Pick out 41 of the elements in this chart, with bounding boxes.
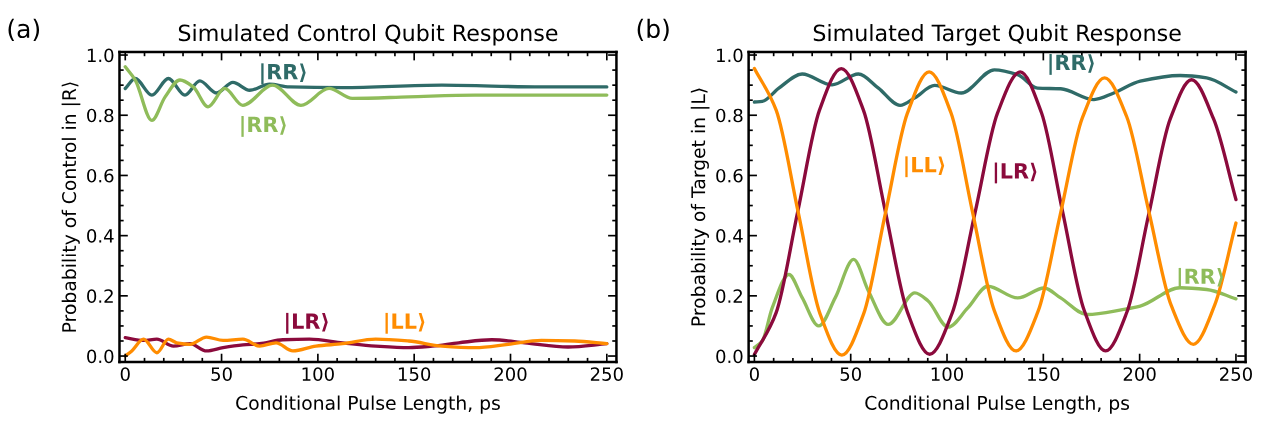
x-tick-label: 0: [120, 367, 130, 381]
x-tick-label: 100: [931, 367, 964, 381]
text: (b): [637, 18, 669, 42]
x-tick-label: 200: [1123, 367, 1156, 381]
series-label: |RR⟩: [241, 116, 286, 137]
y-tick-label: 0.2: [716, 289, 742, 303]
y-tick-label: 0.6: [87, 168, 114, 183]
x-tick-label: 200: [494, 367, 527, 381]
x-tick-label: 250: [1220, 367, 1252, 381]
line-series: [123, 335, 609, 358]
x-axis-title: Conditional Pulse Length, ps: [236, 395, 500, 414]
x-tick-label: 50: [211, 367, 232, 381]
x-tick-label: 100: [302, 367, 334, 381]
x-tick-label: 250: [590, 367, 623, 381]
x-tick-label: 50: [840, 367, 861, 381]
y-tick-label: 0.0: [716, 349, 743, 364]
x-tick-label: 150: [398, 367, 431, 381]
text: (a): [8, 18, 40, 42]
y-axis-title: Probability of Target in |L⟩: [690, 88, 710, 326]
y-tick-label: 0.6: [716, 168, 743, 183]
series-label: |LR⟩: [994, 162, 1037, 184]
chart-title: Simulated Control Qubit Response: [178, 24, 558, 46]
series-label: |LR⟩: [286, 312, 328, 334]
series-label: |LL⟩: [905, 156, 945, 178]
x-tick-label: 0: [749, 367, 759, 381]
series-label: |RR⟩: [1049, 54, 1094, 75]
y-tick-label: 0.4: [87, 229, 114, 243]
x-tick-label: 150: [1028, 367, 1060, 381]
y-tick-label: 1.0: [717, 48, 743, 63]
y-tick-label: 0.0: [87, 349, 114, 364]
y-tick-label: 0.2: [87, 289, 113, 303]
y-tick-label: 0.4: [716, 229, 743, 243]
x-axis-title: Conditional Pulse Length, ps: [865, 395, 1130, 414]
chart-title: Simulated Target Qubit Response: [813, 24, 1181, 46]
series-label: |RR⟩: [261, 63, 306, 85]
series-label: |LL⟩: [385, 312, 425, 334]
y-axis-title: Probability of Control in |R⟩: [61, 82, 81, 332]
y-tick-label: 1.0: [87, 48, 114, 63]
y-tick-label: 0.8: [716, 108, 743, 123]
y-tick-label: 0.8: [87, 108, 114, 123]
line-series: [752, 257, 1238, 350]
